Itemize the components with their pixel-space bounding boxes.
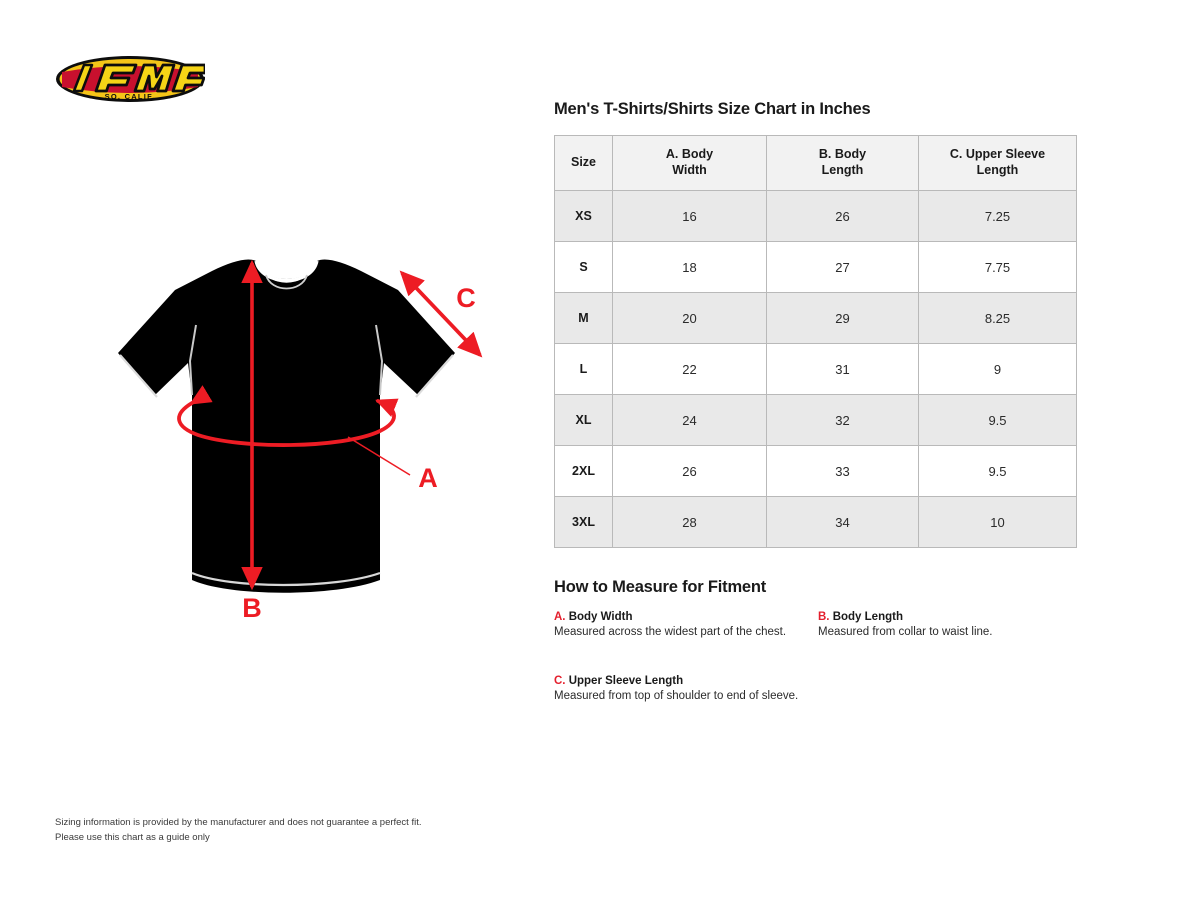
table-header: Size A. Body Width B. Body Length C. Upp… [554,135,1077,191]
tshirt-diagram-svg: B A C [118,259,483,623]
fmf-logo-svg: SO. CALIF. [56,56,207,102]
cell-sleeve-length: 7.75 [918,241,1077,293]
cell-body-width: 26 [612,445,767,497]
collar-ring-third [265,274,308,290]
logo-letter-f1 [94,63,138,93]
measure-item-c-name: Upper Sleeve Length [568,675,684,687]
measure-label-b: B [242,593,262,623]
cell-size: XS [554,190,613,242]
measure-loop-a [177,385,399,447]
col-header-body-width: A. Body Width [612,135,767,191]
col-header-sleeve-length: C. Upper Sleeve Length [918,135,1077,191]
right-cuff [415,354,454,398]
logo-tagline: SO. CALIF. [105,92,156,101]
col-header-sleeve-length-line1: C. Upper Sleeve [949,147,1046,162]
cell-size: 3XL [554,496,613,548]
logo-slash [72,63,94,93]
cell-body-length: 27 [766,241,919,293]
disclaimer-line-1: Sizing information is provided by the ma… [55,817,422,828]
left-shoulder-seam [188,324,197,396]
cell-sleeve-length: 8.25 [918,292,1077,344]
measure-item-b: B. Body Length Measured from collar to w… [818,611,1080,638]
cell-sleeve-length: 9.5 [918,394,1077,446]
cell-size: S [554,241,613,293]
table-row: 2XL 26 33 9.5 [554,445,1077,497]
fmf-logo: SO. CALIF. [55,48,207,110]
left-cuff [119,354,158,398]
cell-body-width: 28 [612,496,767,548]
chart-title: Men's T-Shirts/Shirts Size Chart in Inch… [554,100,871,118]
tshirt-diagram: B A C [80,235,540,645]
size-chart-table: Size A. Body Width B. Body Length C. Upp… [554,135,1077,548]
measure-grid: A. Body Width Measured across the widest… [554,611,1076,723]
col-header-body-length-line1: B. Body [818,147,867,162]
measure-item-a-desc: Measured across the widest part of the c… [554,626,787,638]
col-header-size-line1: Size [570,155,596,170]
cell-body-length: 29 [766,292,919,344]
col-header-body-width-line1: A. Body [665,147,714,162]
cell-body-width: 16 [612,190,767,242]
measure-item-a-title: A. Body Width [554,611,816,623]
measure-item-b-title: B. Body Length [818,611,1080,623]
measure-item-c: C. Upper Sleeve Length Measured from top… [554,675,816,702]
col-header-body-length-line2: Length [821,163,864,177]
col-header-body-width-line2: Width [672,163,707,177]
how-to-measure-section: How to Measure for Fitment A. Body Width… [554,578,1079,723]
cell-body-length: 26 [766,190,919,242]
cell-body-length: 33 [766,445,919,497]
measure-item-b-name: Body Length [832,611,903,623]
hem-stitch [191,571,381,587]
logo-letter-f2 [171,63,207,93]
cell-size: XL [554,394,613,446]
cell-body-width: 18 [612,241,767,293]
col-header-body-length: B. Body Length [766,135,919,191]
measure-item-a: A. Body Width Measured across the widest… [554,611,816,638]
size-chart-panel: Men's T-Shirts/Shirts Size Chart in Inch… [554,100,1079,723]
table-header-row: Size A. Body Width B. Body Length C. Upp… [554,135,1077,191]
collar-ring-inner [260,264,313,283]
cell-body-length: 34 [766,496,919,548]
measure-line-c [399,270,483,358]
table-row: 3XL 28 34 10 [554,496,1077,548]
how-to-measure-heading: How to Measure for Fitment [554,578,767,596]
cell-size: L [554,343,613,395]
measure-item-c-desc: Measured from top of shoulder to end of … [554,690,799,702]
logo-letter-m [133,63,176,93]
table-row: XS 16 26 7.25 [554,190,1077,242]
cell-body-width: 20 [612,292,767,344]
cell-size: 2XL [554,445,613,497]
cell-body-width: 24 [612,394,767,446]
measure-label-c: C [456,283,476,313]
measure-item-b-key: B. [818,611,830,623]
table-row: L 22 31 9 [554,343,1077,395]
cell-sleeve-length: 10 [918,496,1077,548]
col-header-size: Size [554,135,613,191]
disclaimer: Sizing information is provided by the ma… [55,816,422,845]
tshirt-silhouette [118,259,455,593]
measure-label-a: A [418,463,438,493]
right-shoulder-seam [375,324,384,396]
disclaimer-line-2: Please use this chart as a guide only [55,831,210,843]
cell-sleeve-length: 7.25 [918,190,1077,242]
table-body: XS 16 26 7.25 S 18 27 7.75 M 20 29 8.25 … [554,190,1077,548]
cell-size: M [554,292,613,344]
measure-leader-a [347,436,411,476]
measure-item-c-title: C. Upper Sleeve Length [554,675,816,687]
col-header-sleeve-length-line2: Length [976,163,1019,177]
cell-body-length: 31 [766,343,919,395]
table-row: XL 24 32 9.5 [554,394,1077,446]
table-row: S 18 27 7.75 [554,241,1077,293]
cell-body-length: 32 [766,394,919,446]
table-row: M 20 29 8.25 [554,292,1077,344]
measure-item-a-key: A. [554,611,566,623]
cell-body-width: 22 [612,343,767,395]
tshirt-body [118,259,455,593]
cell-sleeve-length: 9.5 [918,445,1077,497]
measure-item-a-name: Body Width [568,611,633,623]
measure-item-b-desc: Measured from collar to waist line. [818,626,993,638]
cell-sleeve-length: 9 [918,343,1077,395]
measure-item-c-key: C. [554,675,566,687]
